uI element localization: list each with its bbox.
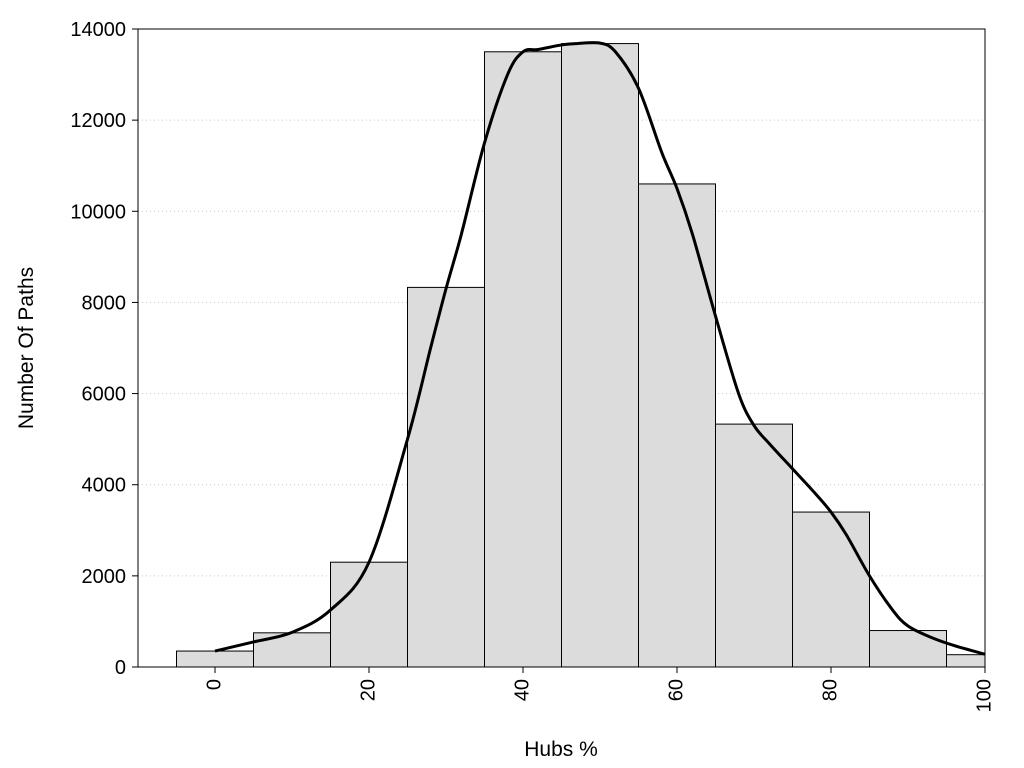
x-axis-ticks: 0 20 40 60 80 100	[203, 667, 995, 712]
bar	[792, 511, 870, 668]
bar	[253, 632, 331, 668]
y-tick-label: 8000	[82, 292, 127, 314]
y-tick-label: 14000	[70, 19, 126, 41]
plot-frame	[137, 28, 986, 668]
x-axis-title: Hubs %	[524, 738, 598, 761]
x-tick-label: 100	[973, 679, 995, 712]
bar	[946, 654, 986, 668]
x-tick-label: 80	[819, 679, 841, 701]
bar	[869, 630, 947, 668]
y-tick-label: 12000	[70, 110, 126, 132]
x-tick-label: 20	[357, 679, 379, 701]
y-axis-title: Number Of Paths	[15, 267, 38, 429]
y-axis-ticks: 0 2000 4000 6000 8000 10000 12000 14000	[70, 19, 138, 679]
density-curve	[214, 41, 986, 656]
bar	[407, 286, 485, 668]
y-tick-label: 4000	[82, 475, 127, 497]
y-tick-label: 0	[115, 657, 126, 679]
bars	[176, 43, 986, 668]
bar	[715, 423, 793, 668]
x-tick-label: 40	[511, 679, 533, 701]
x-tick-label: 60	[665, 679, 687, 701]
bar	[638, 183, 716, 668]
y-tick-label: 6000	[82, 384, 127, 406]
x-tick-label: 0	[203, 679, 225, 690]
y-tick-label: 2000	[82, 566, 127, 588]
y-tick-label: 10000	[70, 201, 126, 223]
bar	[484, 51, 562, 668]
bar	[561, 43, 639, 668]
bar	[176, 650, 254, 668]
bar	[330, 561, 408, 668]
